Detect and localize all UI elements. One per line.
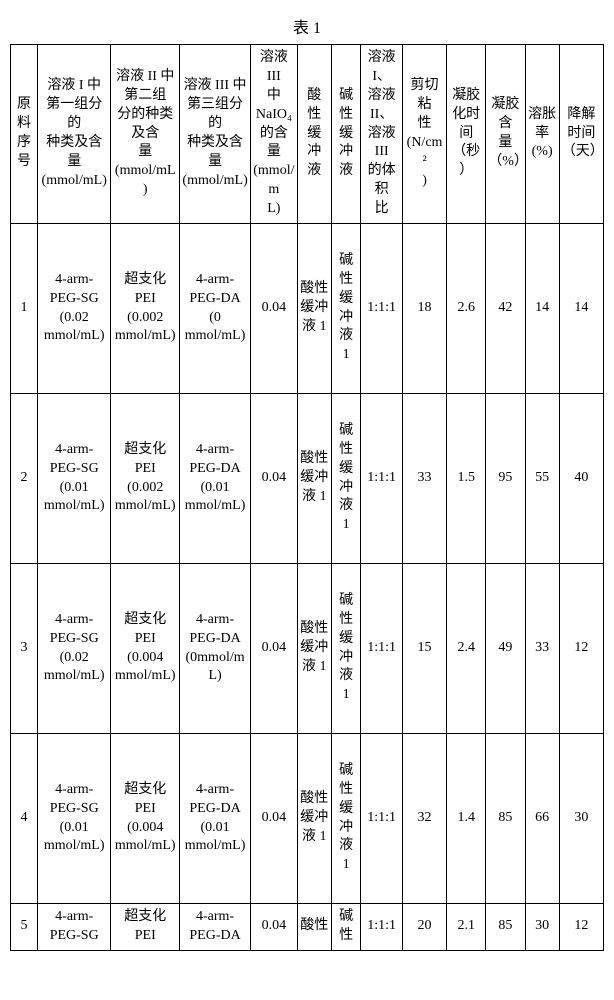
cell-c8: 32	[403, 734, 447, 904]
cell-c3: 4-arm-PEG-DA(0 mmol/mL)	[180, 224, 251, 394]
col-header-c3: 溶液 III 中第三组分的种类及含量(mmol/mL)	[180, 45, 251, 224]
cell-c1: 4-arm-PEG-SG(0.01mmol/mL)	[37, 734, 111, 904]
cell-c12: 12	[559, 564, 603, 734]
cell-c6: 碱性缓冲液 1	[331, 394, 360, 564]
cell-c11: 30	[525, 904, 559, 951]
cell-c7: 1:1:1	[361, 734, 403, 904]
cell-c5: 酸性缓冲液 1	[297, 394, 331, 564]
cell-c1: 4-arm-PEG-SG(0.02mmol/mL)	[37, 224, 111, 394]
cell-c7: 1:1:1	[361, 394, 403, 564]
cell-c2: 超支化 PEI(0.002mmol/mL)	[111, 224, 180, 394]
cell-c1: 4-arm-PEG-SG(0.02mmol/mL)	[37, 564, 111, 734]
col-header-c2: 溶液 II 中第二组分的种类及含量(mmol/mL)	[111, 45, 180, 224]
cell-c4: 0.04	[251, 224, 298, 394]
cell-c2: 超支化 PEI(0.002mmol/mL)	[111, 394, 180, 564]
cell-c4: 0.04	[251, 904, 298, 951]
cell-c6: 碱性	[331, 904, 360, 951]
cell-c8: 18	[403, 224, 447, 394]
cell-c3: 4-arm-PEG-DA	[180, 904, 251, 951]
cell-c11: 33	[525, 564, 559, 734]
cell-c5: 酸性	[297, 904, 331, 951]
cell-c2: 超支化 PEI(0.004mmol/mL)	[111, 734, 180, 904]
cell-c8: 15	[403, 564, 447, 734]
table-row: 14-arm-PEG-SG(0.02mmol/mL)超支化 PEI(0.002m…	[11, 224, 604, 394]
cell-c7: 1:1:1	[361, 564, 403, 734]
data-table: 原料序号溶液 I 中第一组分的种类及含量(mmol/mL)溶液 II 中第二组分…	[10, 44, 604, 951]
cell-c12: 12	[559, 904, 603, 951]
cell-c9: 2.4	[447, 564, 486, 734]
cell-c10: 85	[486, 734, 525, 904]
cell-c4: 0.04	[251, 734, 298, 904]
table-row: 54-arm-PEG-SG超支化 PEI4-arm-PEG-DA0.04酸性碱性…	[11, 904, 604, 951]
cell-c11: 55	[525, 394, 559, 564]
table-row: 34-arm-PEG-SG(0.02mmol/mL)超支化 PEI(0.004m…	[11, 564, 604, 734]
cell-idx: 2	[11, 394, 38, 564]
cell-c12: 30	[559, 734, 603, 904]
cell-c7: 1:1:1	[361, 224, 403, 394]
col-header-idx: 原料序号	[11, 45, 38, 224]
cell-c10: 85	[486, 904, 525, 951]
cell-c9: 2.1	[447, 904, 486, 951]
col-header-c4: 溶液 III中 NaIO₄的含量(mmol/mL)	[251, 45, 298, 224]
col-header-c8: 剪切粘性(N/cm²)	[403, 45, 447, 224]
cell-c9: 1.5	[447, 394, 486, 564]
table-caption: 表 1	[293, 14, 321, 38]
cell-c4: 0.04	[251, 394, 298, 564]
cell-c10: 49	[486, 564, 525, 734]
col-header-c7: 溶液 I、溶液 II、溶液 III的体积比	[361, 45, 403, 224]
cell-c5: 酸性缓冲液 1	[297, 734, 331, 904]
cell-c9: 1.4	[447, 734, 486, 904]
header-row: 原料序号溶液 I 中第一组分的种类及含量(mmol/mL)溶液 II 中第二组分…	[11, 45, 604, 224]
col-header-c1: 溶液 I 中第一组分的种类及含量(mmol/mL)	[37, 45, 111, 224]
cell-idx: 3	[11, 564, 38, 734]
cell-c6: 碱性缓冲液 1	[331, 564, 360, 734]
table-row: 44-arm-PEG-SG(0.01mmol/mL)超支化 PEI(0.004m…	[11, 734, 604, 904]
cell-c2: 超支化 PEI(0.004mmol/mL)	[111, 564, 180, 734]
cell-c8: 20	[403, 904, 447, 951]
col-header-c9: 凝胶化时间（秒）	[447, 45, 486, 224]
col-header-c6: 碱性缓冲液	[331, 45, 360, 224]
col-header-c10: 凝胶含量（%）	[486, 45, 525, 224]
cell-c2: 超支化 PEI	[111, 904, 180, 951]
cell-c6: 碱性缓冲液 1	[331, 734, 360, 904]
col-header-c11: 溶胀率(%)	[525, 45, 559, 224]
cell-idx: 4	[11, 734, 38, 904]
cell-c11: 14	[525, 224, 559, 394]
cell-c5: 酸性缓冲液 1	[297, 564, 331, 734]
cell-c8: 33	[403, 394, 447, 564]
cell-c6: 碱性缓冲液 1	[331, 224, 360, 394]
cell-idx: 5	[11, 904, 38, 951]
cell-c1: 4-arm-PEG-SG(0.01mmol/mL)	[37, 394, 111, 564]
cell-c3: 4-arm-PEG-DA(0.01 mmol/mL)	[180, 734, 251, 904]
cell-c10: 95	[486, 394, 525, 564]
cell-c3: 4-arm-PEG-DA(0mmol/mL)	[180, 564, 251, 734]
cell-idx: 1	[11, 224, 38, 394]
col-header-c12: 降解时间（天）	[559, 45, 603, 224]
cell-c7: 1:1:1	[361, 904, 403, 951]
cell-c4: 0.04	[251, 564, 298, 734]
cell-c1: 4-arm-PEG-SG	[37, 904, 111, 951]
cell-c12: 40	[559, 394, 603, 564]
table-row: 24-arm-PEG-SG(0.01mmol/mL)超支化 PEI(0.002m…	[11, 394, 604, 564]
cell-c9: 2.6	[447, 224, 486, 394]
cell-c3: 4-arm-PEG-DA(0.01 mmol/mL)	[180, 394, 251, 564]
cell-c10: 42	[486, 224, 525, 394]
table-wrapper: 表 1 原料序号溶液 I 中第一组分的种类及含量(mmol/mL)溶液 II 中…	[10, 10, 604, 951]
cell-c12: 14	[559, 224, 603, 394]
cell-c5: 酸性缓冲液 1	[297, 224, 331, 394]
cell-c11: 66	[525, 734, 559, 904]
col-header-c5: 酸性缓冲液	[297, 45, 331, 224]
